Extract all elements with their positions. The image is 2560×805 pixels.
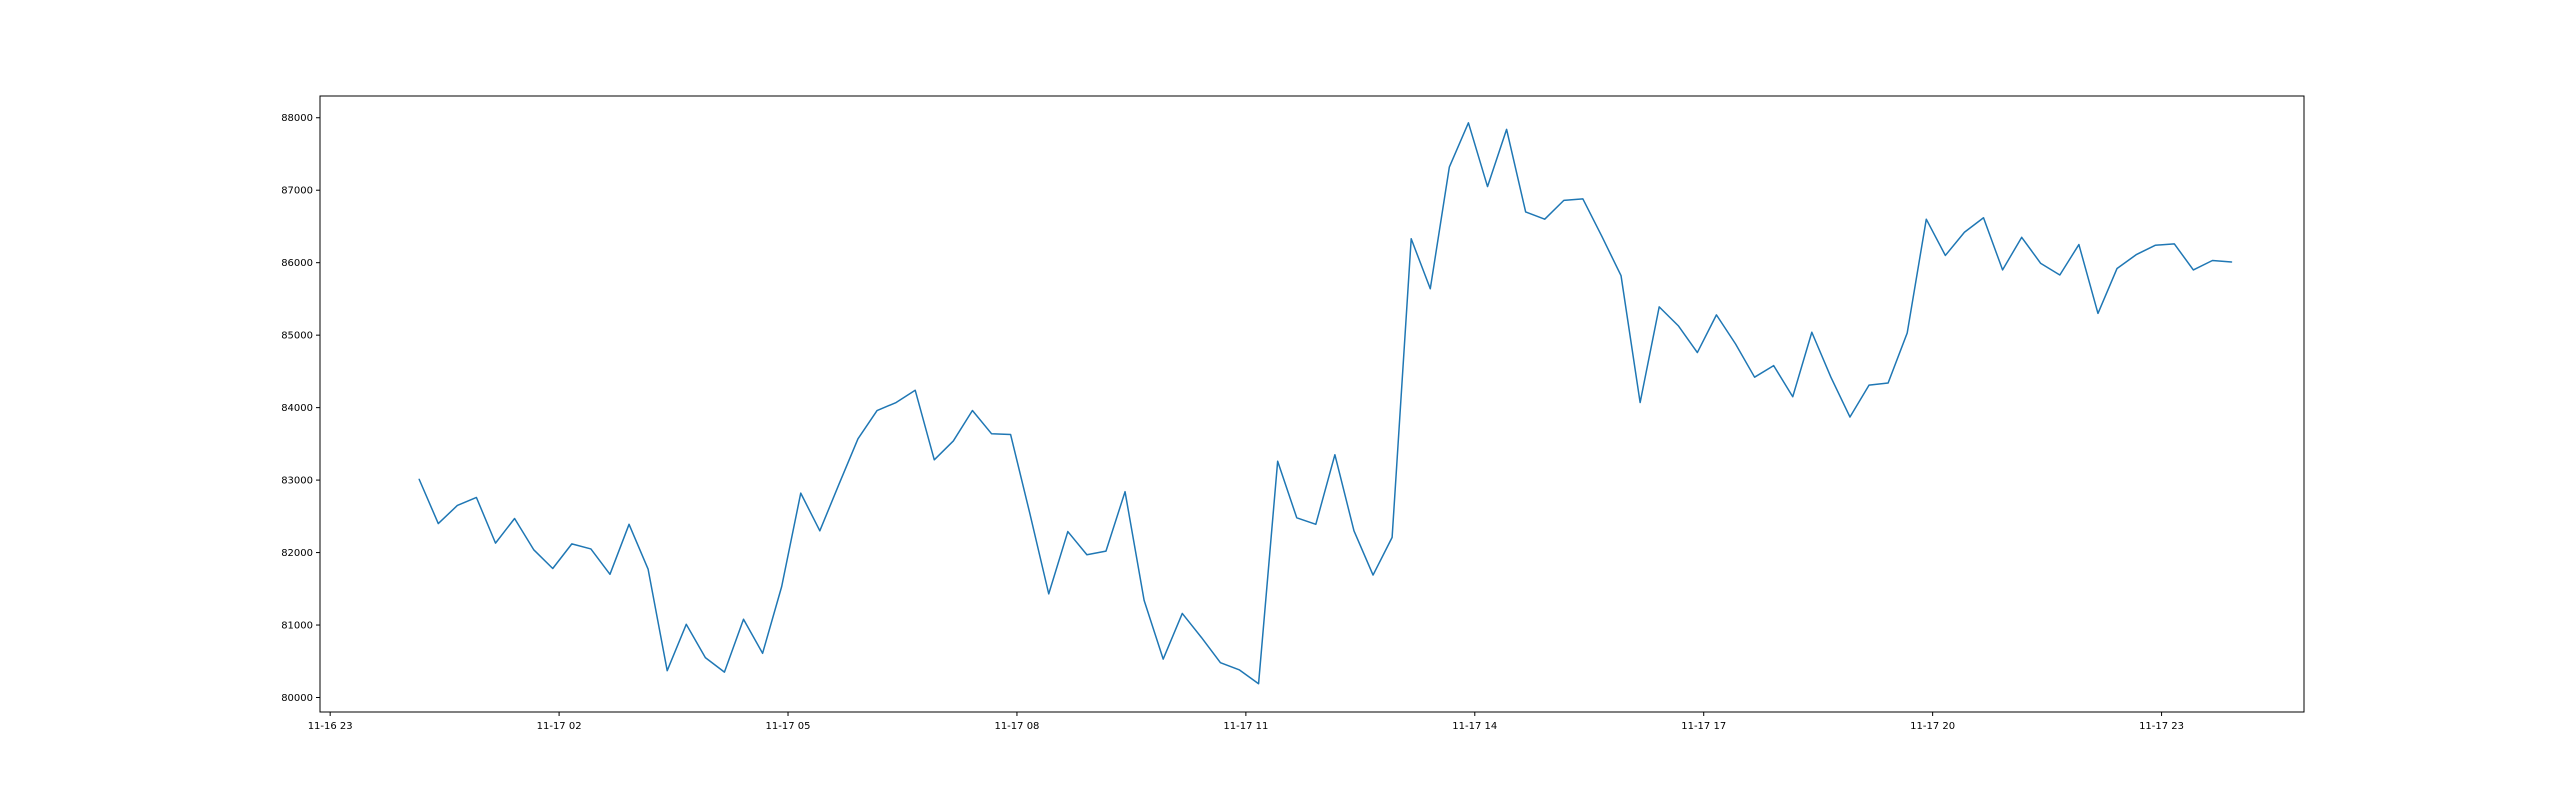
y-tick-label: 81000 xyxy=(281,621,313,632)
x-tick-label: 11-17 05 xyxy=(766,721,811,732)
x-tick-label: 11-17 14 xyxy=(1452,721,1497,732)
y-tick-label: 80000 xyxy=(281,693,313,704)
y-tick-label: 83000 xyxy=(281,476,313,487)
x-tick-label: 11-17 11 xyxy=(1223,721,1268,732)
x-tick-label: 11-17 23 xyxy=(2139,721,2184,732)
x-tick-label: 11-16 23 xyxy=(308,721,353,732)
y-tick-label: 88000 xyxy=(281,113,313,124)
y-tick-label: 82000 xyxy=(281,548,313,559)
price-line-series xyxy=(419,123,2231,684)
y-tick-label: 86000 xyxy=(281,258,313,269)
y-tick-label: 84000 xyxy=(281,403,313,414)
x-tick-label: 11-17 02 xyxy=(537,721,582,732)
y-axis: 80000 81000 82000 83000 84000 85000 86000 87000… xyxy=(281,113,320,704)
series-points xyxy=(419,123,2232,684)
plot-frame xyxy=(320,96,2304,712)
y-tick-label: 87000 xyxy=(281,186,313,197)
x-tick-label: 11-17 08 xyxy=(994,721,1039,732)
x-tick-label: 11-17 17 xyxy=(1681,721,1726,732)
y-tick-label: 85000 xyxy=(281,331,313,342)
x-tick-label: 11-17 20 xyxy=(1910,721,1955,732)
x-axis: 11-16 23 11-17 02 11-17 05 11-17 08 11-17 11… xyxy=(308,712,2184,732)
